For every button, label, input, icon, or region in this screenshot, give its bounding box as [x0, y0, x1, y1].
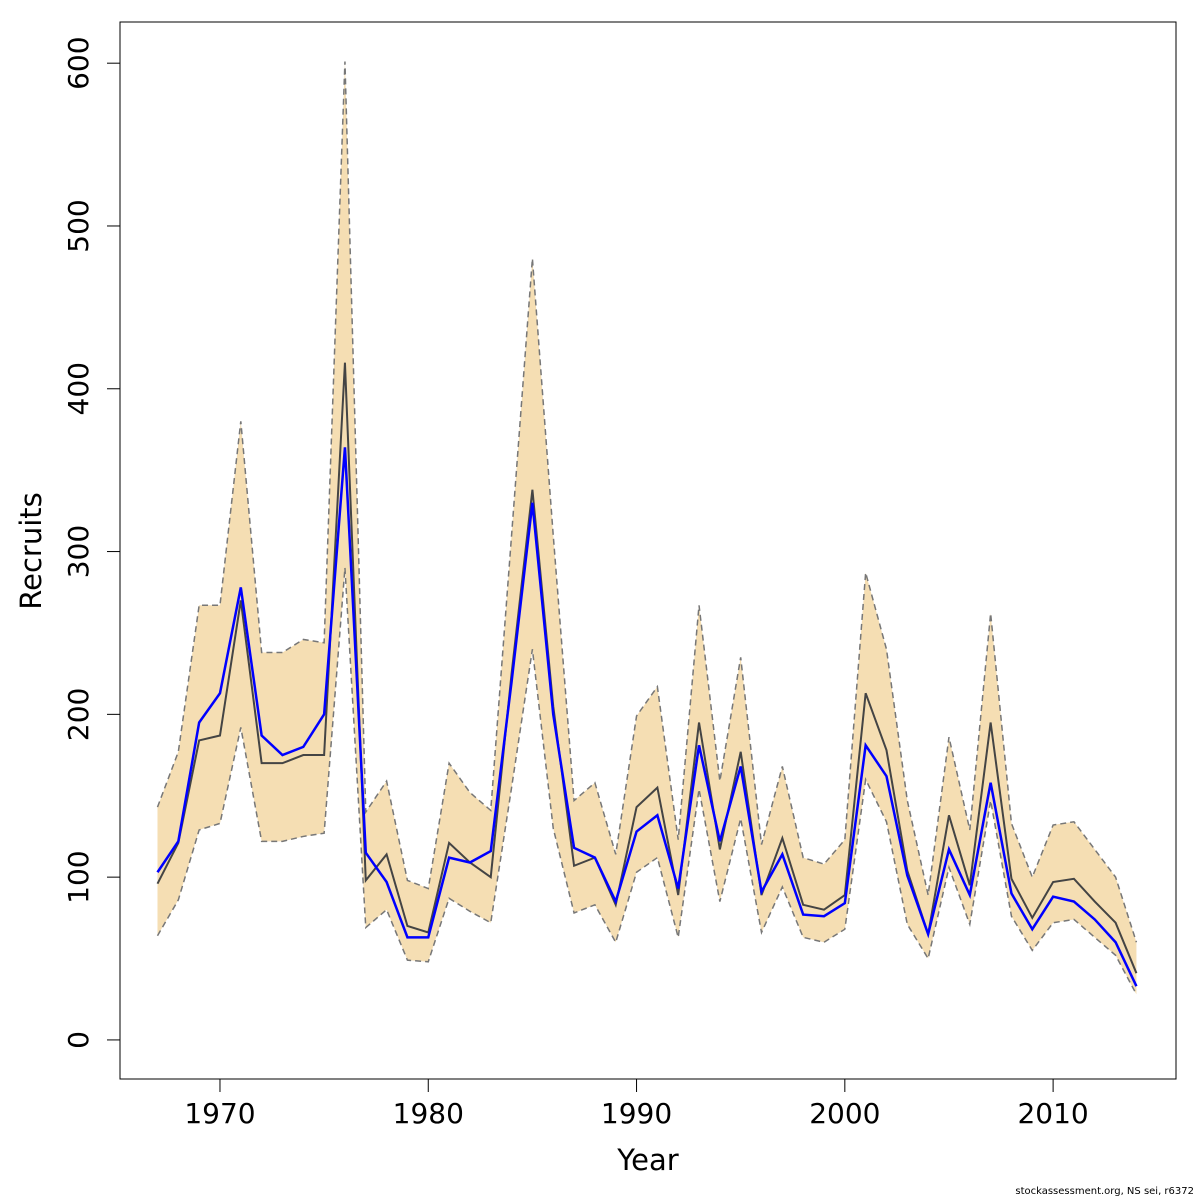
y-tick-label: 200	[62, 688, 95, 741]
y-tick-label: 100	[62, 850, 95, 903]
x-tick-label: 2000	[809, 1097, 880, 1130]
x-tick-label: 1970	[184, 1097, 255, 1130]
y-tick-label: 400	[62, 362, 95, 415]
y-tick-label: 300	[62, 525, 95, 578]
series-line	[156, 362, 1138, 974]
band-upper	[156, 61, 1138, 943]
x-tick-label: 1990	[601, 1097, 672, 1130]
series-line	[156, 447, 1138, 987]
y-axis-label: Recruits	[14, 492, 48, 609]
footer: stockassessment.org, NS sei, r6372	[1015, 1186, 1194, 1197]
x-axis-label: Year	[616, 1143, 678, 1177]
y-tick-label: 0	[62, 1031, 95, 1049]
confidence-band	[157, 61, 1137, 995]
band-lower	[156, 567, 1138, 995]
x-tick-label: 1980	[393, 1097, 464, 1130]
x-tick-label: 2010	[1017, 1097, 1088, 1130]
y-tick-label: 500	[62, 199, 95, 252]
y-tick-label: 600	[62, 36, 95, 89]
